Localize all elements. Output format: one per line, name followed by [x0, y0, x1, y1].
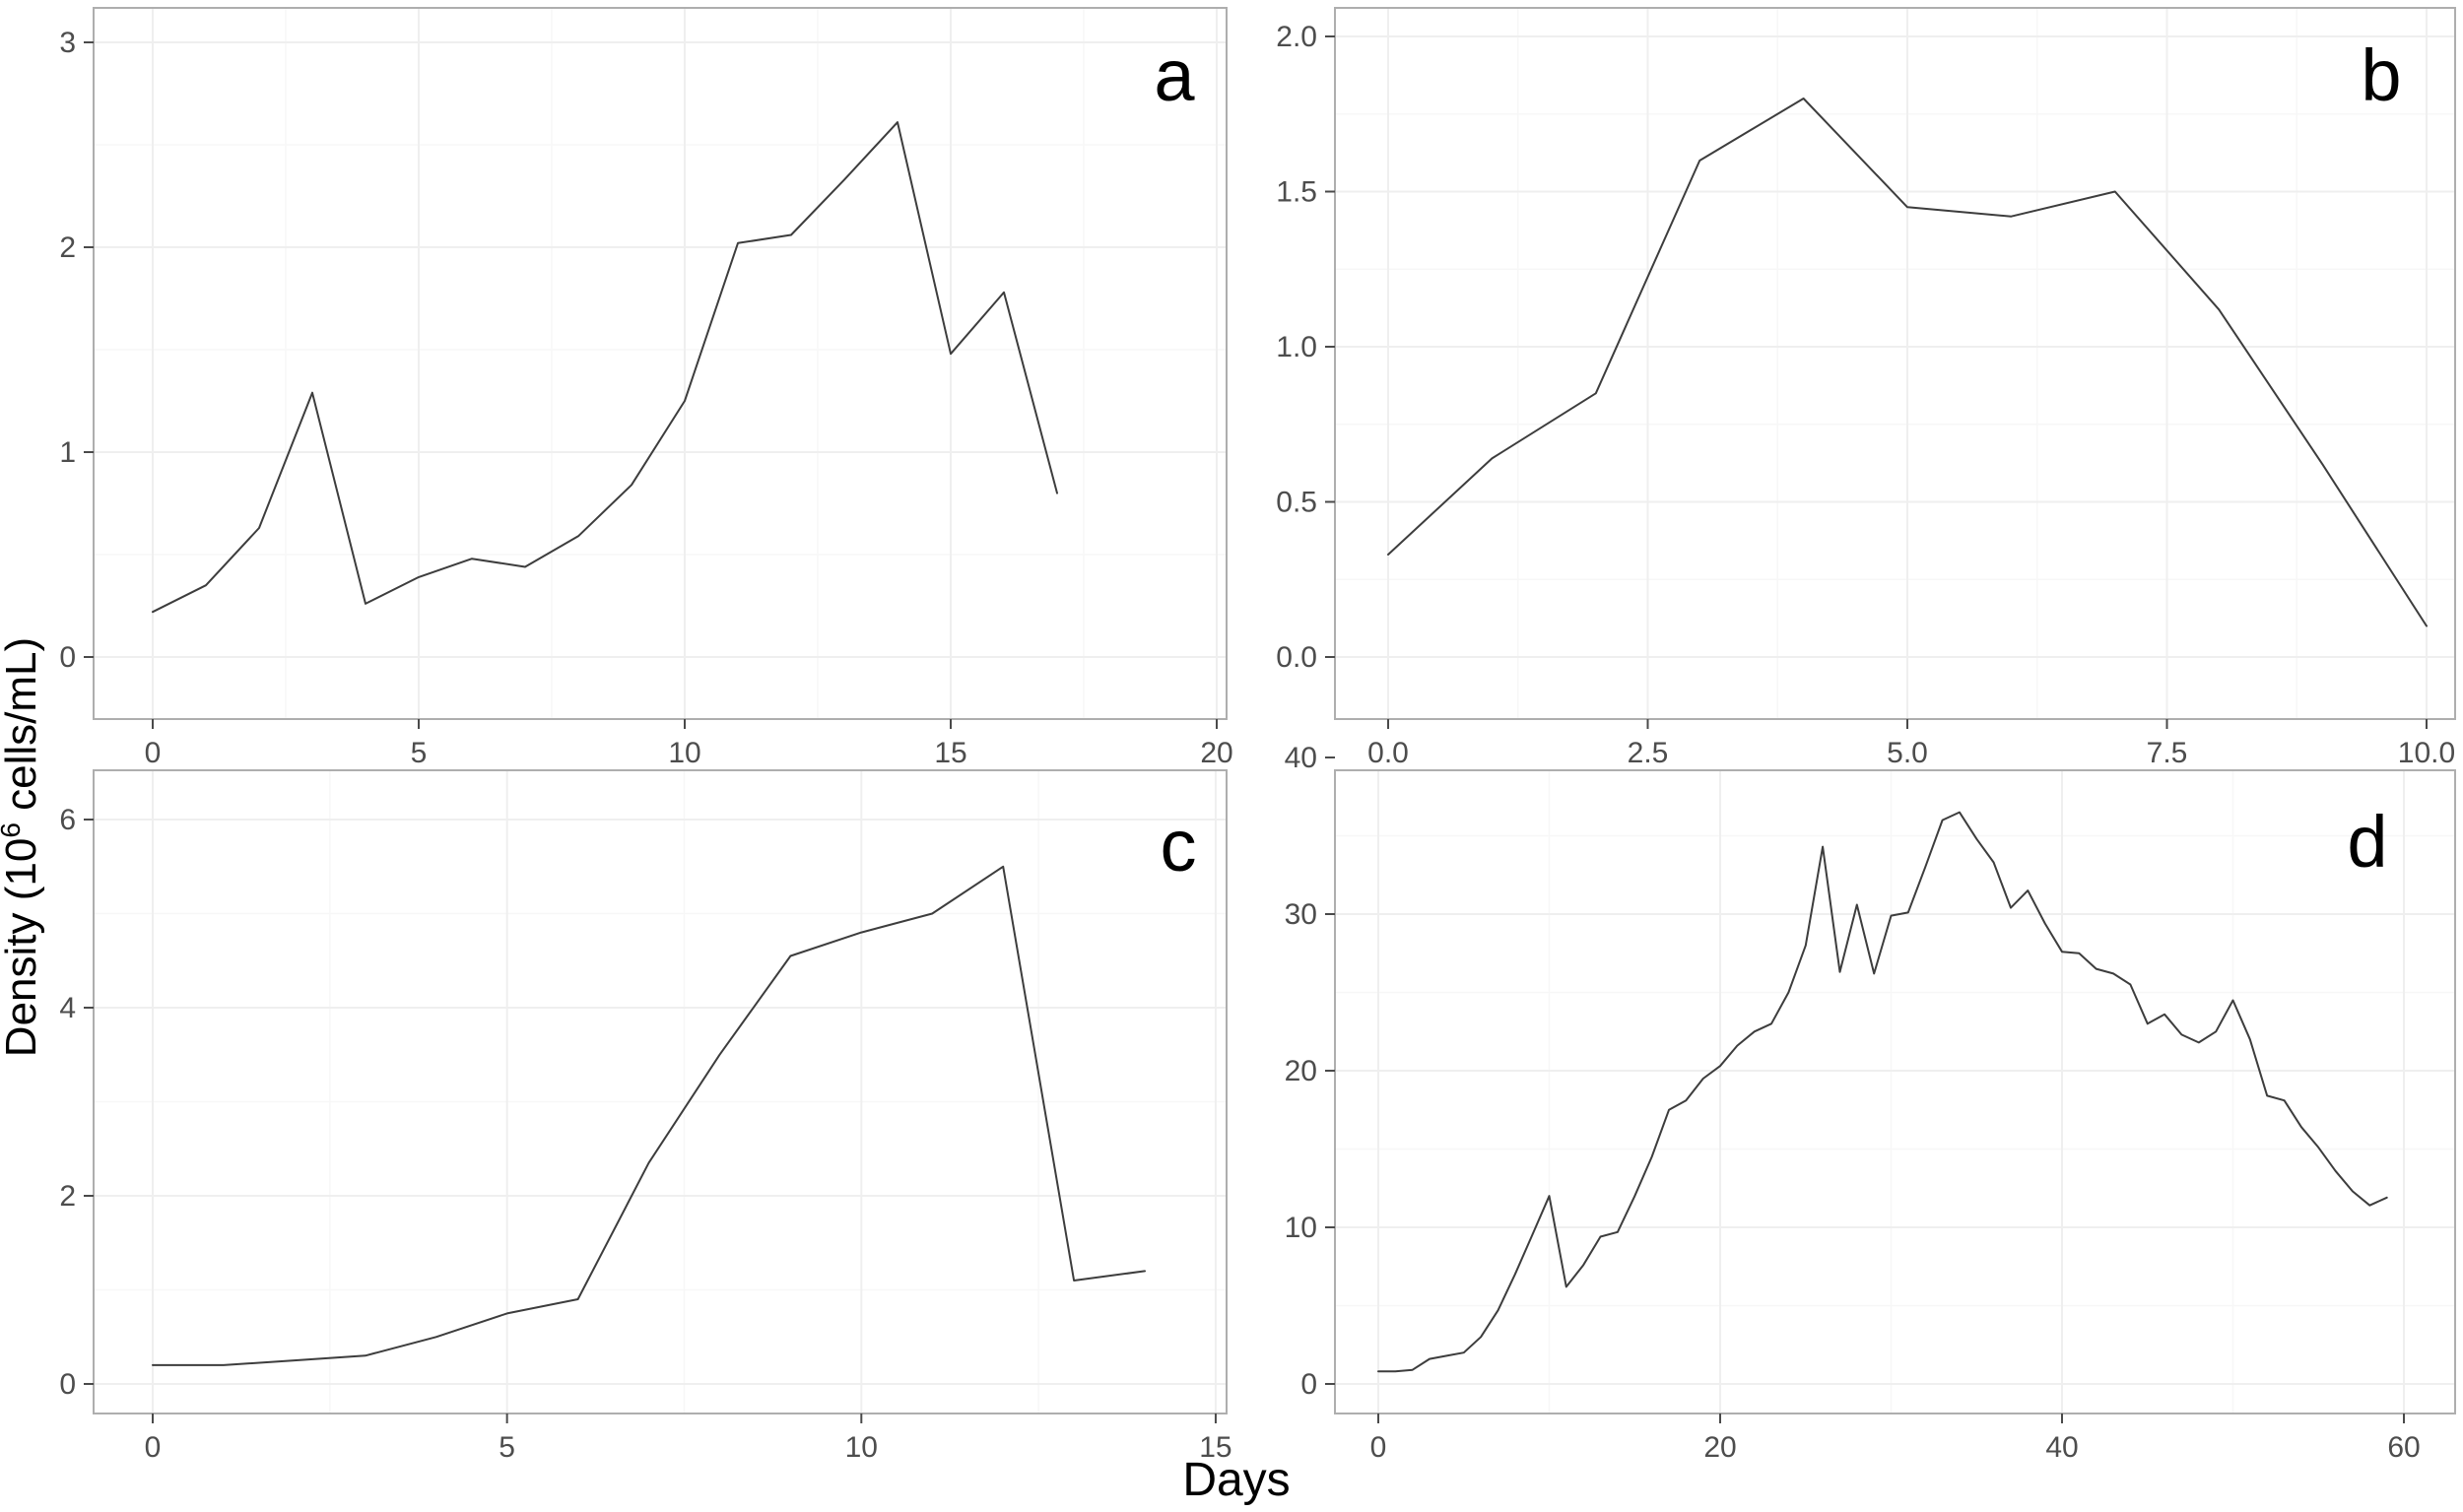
- y-tick-label: 10: [1285, 1212, 1317, 1244]
- panel-label-c: c: [1161, 805, 1197, 887]
- x-tick-label: 20: [1200, 737, 1232, 769]
- panel-d-border: [1334, 769, 2456, 1414]
- series-line-a: [152, 121, 1058, 614]
- y-tick-label: 0: [59, 1368, 76, 1401]
- y-axis-title-suffix: cells/mL): [0, 637, 45, 822]
- x-tick-label: 0.0: [1367, 737, 1409, 769]
- y-tick-label: 0: [1300, 1368, 1317, 1401]
- panel-a-background: [94, 8, 1227, 719]
- x-tick-label: 5: [499, 1431, 515, 1464]
- x-tick-label: 60: [2387, 1431, 2420, 1464]
- x-tick-label: 2.5: [1628, 737, 1669, 769]
- y-tick-label: 0.5: [1276, 487, 1317, 519]
- series-line-c: [152, 865, 1146, 1366]
- x-tick-label: 10.0: [2398, 737, 2455, 769]
- x-tick-label: 7.5: [2147, 737, 2188, 769]
- panel-a: 0 5 10 15 20 0 1 2 3 a: [59, 7, 1233, 769]
- y-tick-label: 6: [59, 804, 76, 836]
- panel-c: 0 5 10 15 0 2 4 6 c: [59, 769, 1232, 1464]
- panel-c-background: [94, 770, 1227, 1413]
- panel-b-border: [1334, 7, 2456, 720]
- x-tick-label: 15: [934, 737, 966, 769]
- y-axis-title: Density (106 cells/mL): [0, 637, 45, 1057]
- y-tick-label: 2.0: [1276, 21, 1317, 53]
- x-tick-label: 15: [1199, 1431, 1232, 1464]
- x-tick-label: 10: [845, 1431, 878, 1464]
- panel-label-b: b: [2361, 34, 2401, 116]
- panel-d: 0 20 40 60 0 10 20 30 40 d: [1285, 742, 2456, 1464]
- y-tick-label: 1.0: [1276, 331, 1317, 363]
- series-line-b: [1387, 98, 2428, 627]
- y-tick-label: 0: [59, 641, 76, 674]
- y-tick-label: 0.0: [1276, 641, 1317, 674]
- y-tick-label: 4: [59, 992, 76, 1024]
- panel-c-border: [93, 769, 1228, 1414]
- x-tick-label: 0: [145, 1431, 162, 1464]
- panel-label-a: a: [1154, 34, 1195, 116]
- x-tick-label: 40: [2045, 1431, 2078, 1464]
- x-tick-label: 0: [145, 737, 162, 769]
- panel-label-d: d: [2347, 801, 2387, 883]
- y-tick-label: 1.5: [1276, 176, 1317, 209]
- x-tick-label: 5: [411, 737, 428, 769]
- x-axis-title: Days: [1182, 1454, 1290, 1506]
- panel-b: 0.0 2.5 5.0 7.5 10.0 0.0 0.5 1.0 1.5 2.0 b: [1276, 7, 2456, 769]
- series-line-d: [1377, 811, 2388, 1373]
- y-tick-label: 40: [1285, 742, 1317, 774]
- y-tick-label: 1: [59, 436, 76, 469]
- x-tick-label: 5.0: [1887, 737, 1928, 769]
- x-tick-label: 0: [1370, 1431, 1387, 1464]
- x-tick-label: 20: [1703, 1431, 1736, 1464]
- y-tick-label: 3: [59, 27, 76, 59]
- y-tick-label: 30: [1285, 898, 1317, 931]
- y-axis-title-superscript: 6: [0, 822, 26, 838]
- x-tick-label: 10: [668, 737, 700, 769]
- y-axis-title-prefix: Density (10: [0, 838, 45, 1058]
- panel-b-background: [1335, 8, 2455, 719]
- y-tick-label: 2: [59, 231, 76, 264]
- y-tick-label: 2: [59, 1180, 76, 1213]
- panel-d-background: [1335, 770, 2455, 1413]
- y-tick-label: 20: [1285, 1055, 1317, 1087]
- panel-a-border: [93, 7, 1228, 720]
